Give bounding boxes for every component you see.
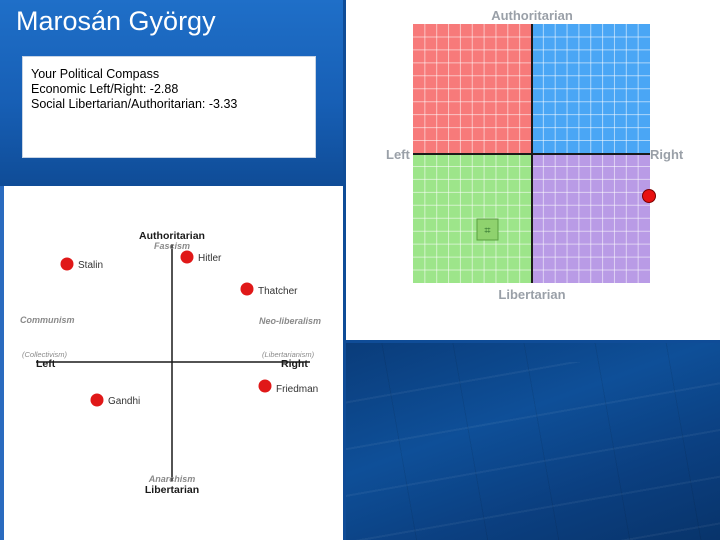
user-political-compass: Authoritarian Libertarian Left Right ⌗ xyxy=(345,0,720,340)
result-text-box: Your Political Compass Economic Left/Rig… xyxy=(22,56,316,158)
bottom-axis-label: Libertarian xyxy=(498,287,565,302)
famous-figures-compass: Authoritarian Fascism Anarchism Libertar… xyxy=(20,230,321,496)
gandhi-dot xyxy=(90,393,104,407)
top-axis-label: Authoritarian xyxy=(491,8,573,23)
left-axis-label: Left xyxy=(386,147,411,162)
famous-bottom-sub: Anarchism xyxy=(148,474,196,484)
right-axis-label: Right xyxy=(650,147,684,162)
friedman-dot xyxy=(258,379,272,393)
famous-left-sub2: (Collectivism) xyxy=(22,350,68,359)
famous-right-sub: Neo-liberalism xyxy=(259,316,321,326)
famous-left-sub: Communism xyxy=(20,315,75,325)
hitler-dot xyxy=(180,250,194,264)
gandhi-label: Gandhi xyxy=(108,396,140,407)
thatcher-dot xyxy=(240,282,254,296)
famous-right-label: Right xyxy=(281,358,308,370)
famous-top-sub: Fascism xyxy=(154,241,190,251)
economic-score: Economic Left/Right: -2.88 xyxy=(31,82,179,96)
vertical-divider xyxy=(343,0,346,540)
hitler-label: Hitler xyxy=(198,253,222,264)
social-score: Social Libertarian/Authoritarian: -3.33 xyxy=(31,97,238,111)
grid-marker-box xyxy=(476,218,499,241)
grid-marker-icon: ⌗ xyxy=(484,224,490,237)
result-heading: Your Political Compass xyxy=(31,67,160,81)
slide-title: Marosán György xyxy=(16,6,216,36)
thatcher-label: Thatcher xyxy=(258,286,298,297)
friedman-label: Friedman xyxy=(276,384,318,395)
decorative-background xyxy=(345,342,720,540)
user-compass-chart: Authoritarian Libertarian Left Right ⌗ xyxy=(386,8,684,302)
horizontal-divider xyxy=(345,340,720,343)
famous-top-label: Authoritarian xyxy=(139,230,205,242)
left-accent-stripe xyxy=(0,186,4,540)
stalin-dot xyxy=(60,257,74,271)
famous-right-sub2: (Libertarianism) xyxy=(262,350,315,359)
famous-left-label: Left xyxy=(36,358,56,370)
famous-bottom-label: Libertarian xyxy=(145,484,199,496)
user-position-dot xyxy=(642,189,656,203)
stalin-label: Stalin xyxy=(78,260,103,271)
